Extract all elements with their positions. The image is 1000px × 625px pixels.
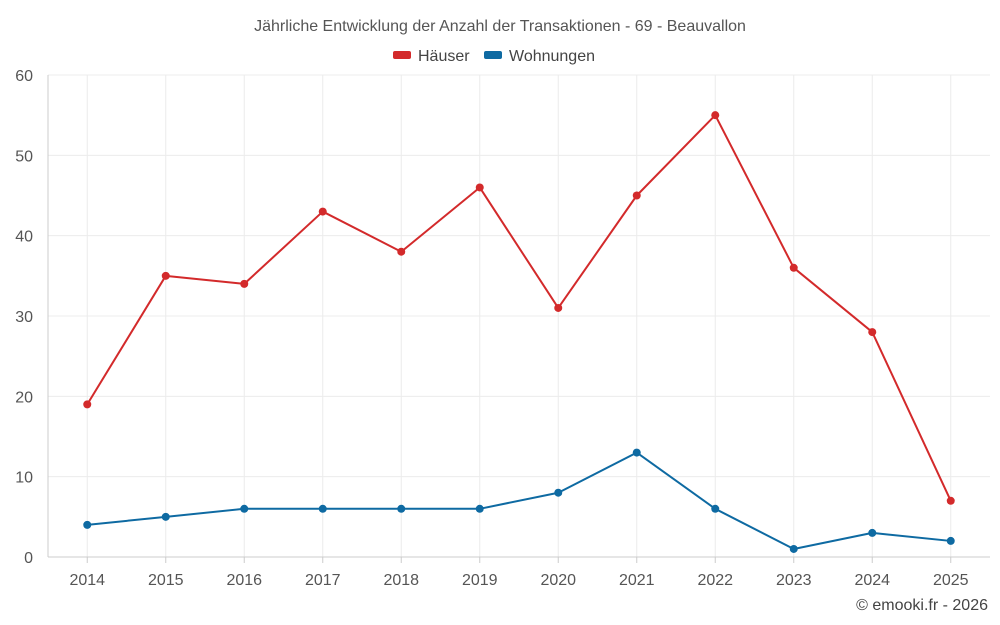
data-point-wohnungen-2025[interactable] bbox=[946, 536, 955, 545]
data-point-wohnungen-2015[interactable] bbox=[161, 512, 170, 521]
data-point-haeuser-2023[interactable] bbox=[789, 263, 798, 272]
x-tick-label-2024: 2024 bbox=[854, 572, 890, 589]
data-point-haeuser-2024[interactable] bbox=[868, 328, 877, 337]
legend-swatch-haeuser bbox=[393, 51, 411, 59]
x-tick-label-2017: 2017 bbox=[305, 572, 341, 589]
data-point-wohnungen-2018[interactable] bbox=[397, 504, 406, 513]
data-point-haeuser-2016[interactable] bbox=[240, 279, 249, 288]
y-tick-label-60: 60 bbox=[15, 68, 33, 85]
data-point-wohnungen-2022[interactable] bbox=[711, 504, 720, 513]
legend-swatch-wohnungen bbox=[484, 51, 502, 59]
x-tick-label-2025: 2025 bbox=[933, 572, 969, 589]
y-tick-label-20: 20 bbox=[15, 389, 33, 406]
legend-label-haeuser[interactable]: Häuser bbox=[418, 48, 470, 65]
data-point-haeuser-2014[interactable] bbox=[83, 400, 92, 409]
data-point-wohnungen-2017[interactable] bbox=[318, 504, 327, 513]
x-tick-label-2018: 2018 bbox=[383, 572, 419, 589]
x-tick-label-2023: 2023 bbox=[776, 572, 812, 589]
series bbox=[83, 111, 955, 553]
legend: Häuser Wohnungen bbox=[393, 48, 595, 65]
data-point-wohnungen-2014[interactable] bbox=[83, 520, 92, 529]
data-point-wohnungen-2016[interactable] bbox=[240, 504, 249, 513]
data-point-haeuser-2015[interactable] bbox=[161, 271, 170, 280]
y-tick-label-0: 0 bbox=[24, 550, 33, 567]
y-tick-label-10: 10 bbox=[15, 470, 33, 487]
x-tick-label-2022: 2022 bbox=[697, 572, 733, 589]
x-tick-label-2021: 2021 bbox=[619, 572, 655, 589]
data-point-haeuser-2020[interactable] bbox=[554, 303, 563, 312]
series-line-wohnungen bbox=[87, 451, 951, 550]
x-tick-label-2020: 2020 bbox=[540, 572, 576, 589]
data-point-wohnungen-2024[interactable] bbox=[868, 528, 877, 537]
data-point-wohnungen-2020[interactable] bbox=[554, 488, 563, 497]
legend-label-wohnungen[interactable]: Wohnungen bbox=[509, 48, 595, 65]
x-tick-label-2014: 2014 bbox=[69, 572, 105, 589]
x-tick-label-2015: 2015 bbox=[148, 572, 184, 589]
chart-title: Jährliche Entwicklung der Anzahl der Tra… bbox=[254, 18, 746, 35]
credit-text: © emooki.fr - 2026 bbox=[856, 597, 988, 614]
axes: 0 10 20 30 40 50 60 2014 2015 2016 2017 2018 2019 202… bbox=[15, 68, 990, 589]
data-point-haeuser-2025[interactable] bbox=[946, 496, 955, 505]
data-point-haeuser-2017[interactable] bbox=[318, 207, 327, 216]
data-point-wohnungen-2021[interactable] bbox=[632, 448, 641, 457]
grid bbox=[48, 74, 990, 557]
data-point-haeuser-2019[interactable] bbox=[475, 183, 484, 192]
data-point-wohnungen-2023[interactable] bbox=[789, 544, 798, 553]
data-point-wohnungen-2019[interactable] bbox=[475, 504, 484, 513]
series-line-haeuser bbox=[86, 114, 952, 502]
x-tick-label-2019: 2019 bbox=[462, 572, 498, 589]
data-point-haeuser-2018[interactable] bbox=[397, 247, 406, 256]
x-tick-label-2016: 2016 bbox=[226, 572, 262, 589]
y-tick-label-30: 30 bbox=[15, 309, 33, 326]
y-tick-label-50: 50 bbox=[15, 148, 33, 165]
data-point-haeuser-2021[interactable] bbox=[632, 191, 641, 200]
y-tick-label-40: 40 bbox=[15, 229, 33, 246]
data-point-haeuser-2022[interactable] bbox=[711, 111, 720, 120]
